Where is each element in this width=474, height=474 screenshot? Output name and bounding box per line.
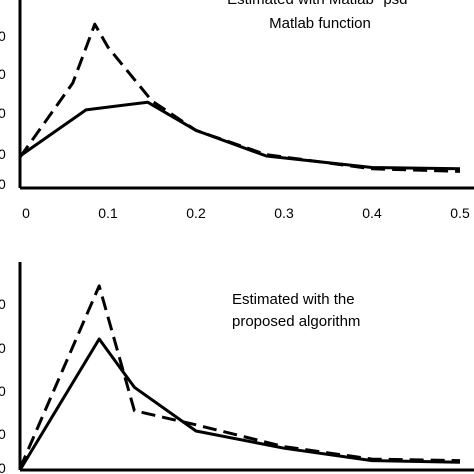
annotation-line-1: Estimated with Matlab "psd" [227,0,413,8]
y-tick-label: 0 [0,426,6,442]
x-tick-label: 0.5 [450,205,470,221]
x-tick-label: 0.2 [186,205,206,221]
y-tick-label: 0 [0,296,6,312]
x-tick-label: 0 [22,205,30,221]
y-tick-label: 0 [0,383,6,399]
x-tick-label: 0.1 [98,205,118,221]
solid-series-line [18,337,461,471]
y-tick-label: 0 [0,146,6,162]
y-tick-label: 0 [0,176,6,192]
dashed-series-line [18,22,461,173]
annotation-line-2: Matlab function [269,15,371,32]
x-tick-label: 0.4 [362,205,382,221]
x-tick-label: 0.3 [274,205,294,221]
chart-panel-2: 0 0 0 0 0 Estimated with the proposed algorith… [0,262,474,474]
annotation-line-2: proposed algorithm [232,313,360,330]
y-tick-label: 0 [0,340,6,356]
annotation-line-1: Estimated with the [232,291,355,308]
y-tick-label: 0 [0,105,6,121]
y-tick-label: 0 [0,66,6,82]
solid-series-line [19,100,461,171]
y-tick-label: 0 [0,460,6,474]
y-tick-label: 0 [0,28,6,44]
